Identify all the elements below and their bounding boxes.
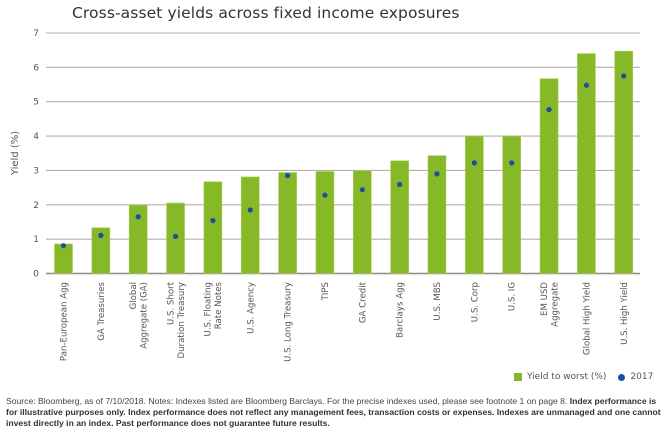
x-tick-label: GA Treasuries: [97, 281, 107, 340]
bar-yield-to-worst: [427, 155, 447, 274]
x-tick-label-line: Aggregate (GA): [139, 282, 149, 349]
y-tick-label: 5: [33, 98, 39, 108]
x-tick-label: U.S. Long Treasury: [284, 282, 294, 362]
x-tick-label-line: U.S. Floating: [204, 282, 214, 336]
x-tick-label: U.S. Corp: [470, 282, 480, 322]
dot-2017: [583, 82, 590, 88]
y-tick-label: 7: [33, 29, 39, 39]
bar-yield-to-worst: [91, 227, 111, 274]
x-tick-label-line: GA Treasuries: [97, 281, 107, 340]
y-tick-label: 3: [33, 166, 39, 176]
x-tick-label: U.S. FloatingRate Notes: [204, 281, 225, 336]
footnote: Source: Bloomberg, as of 7/10/2018. Note…: [6, 396, 661, 429]
x-tick-label-line: Barclays Agg: [396, 282, 406, 338]
legend: Yield to worst (%) 2017: [514, 372, 663, 382]
y-tick-label: 6: [33, 63, 39, 73]
bar-yield-to-worst: [539, 78, 559, 274]
bar-yield-to-worst: [577, 53, 596, 274]
bar-yield-to-worst: [128, 204, 148, 274]
bar-yield-to-worst: [240, 176, 260, 274]
x-tick-label-line: Global High Yield: [582, 282, 592, 355]
legend-label-2017: 2017: [630, 372, 654, 382]
x-tick-label: GlobalAggregate (GA): [129, 282, 150, 349]
dot-2017: [509, 160, 515, 166]
x-tick-label: U.S. High Yield: [620, 282, 630, 345]
y-tick-label: 2: [33, 201, 39, 211]
x-tick-label-line: U.S. High Yield: [620, 282, 630, 345]
y-tick-label: 4: [33, 132, 39, 142]
x-tick-label: Pan-European Agg: [60, 282, 70, 361]
x-tick-label: U.S. ShortDuration Treasury: [166, 281, 187, 358]
x-tick-label: Global High Yield: [582, 282, 592, 355]
bar-yield-to-worst: [352, 170, 372, 274]
dot-2017: [322, 192, 328, 198]
x-tick-label: Barclays Agg: [396, 282, 406, 338]
dot-2017: [359, 187, 365, 193]
bar-yield-to-worst: [278, 172, 297, 274]
x-tick-label-line: GA Credit: [358, 281, 368, 323]
legend-item-2017: 2017: [618, 372, 653, 382]
x-tick-label: U.S. MBS: [433, 282, 443, 321]
legend-label-yield: Yield to worst (%): [527, 372, 607, 382]
chart-plot: 0 1 2 3 4 5 6 7 Pan-European Agg GA Treasuries Gl…: [10, 29, 640, 362]
dot-2017: [546, 107, 552, 113]
dot-2017: [60, 243, 67, 249]
x-tick-label-line: Global: [129, 282, 139, 309]
dot-2017: [471, 160, 477, 166]
x-tick-label-line: Aggregate: [550, 282, 560, 327]
x-tick-label-line: Rate Notes: [214, 281, 224, 329]
y-tick-label: 1: [33, 235, 39, 245]
legend-item-yield: Yield to worst (%): [514, 372, 606, 382]
x-tick-label-line: U.S. Long Treasury: [284, 282, 294, 362]
footnote-disclaimer: Index performance is for illustrative pu…: [6, 396, 661, 428]
x-tick-label-line: Pan-European Agg: [60, 282, 70, 361]
dot-2017: [621, 73, 627, 79]
x-tick-label: EM USDAggregate: [540, 282, 561, 327]
y-axis-label: Yield (%): [10, 131, 21, 176]
dot-2017: [210, 217, 216, 224]
x-tick-label: GA Credit: [358, 281, 368, 323]
dot-2017: [135, 214, 141, 220]
dot-2017: [285, 172, 291, 179]
x-tick-label-line: U.S. Short: [166, 281, 176, 325]
bar-yield-to-worst: [390, 160, 409, 274]
dot-2017: [98, 232, 104, 238]
footnote-source: Source: Bloomberg, as of 7/10/2018. Note…: [6, 396, 570, 406]
bar-yield-to-worst: [614, 50, 634, 274]
x-tick-label-line: U.S. Agency: [246, 282, 256, 334]
bar-yield-to-worst: [203, 181, 223, 274]
x-tick-label-line: TIPS: [321, 282, 331, 301]
y-tick-label: 0: [33, 270, 39, 280]
bar-yield-to-worst: [502, 135, 522, 274]
bar-yield-to-worst: [315, 171, 335, 274]
x-tick-label-line: U.S. Corp: [470, 282, 480, 322]
legend-swatch-yield: [514, 373, 522, 381]
dot-2017: [434, 171, 440, 177]
dot-2017: [172, 233, 179, 239]
dot-2017: [397, 181, 403, 188]
x-tick-label-line: Duration Treasury: [177, 282, 187, 358]
x-tick-label: TIPS: [321, 282, 331, 301]
x-tick-label-line: U.S. MBS: [433, 282, 443, 321]
legend-dot-2017: [618, 373, 626, 381]
dot-2017: [247, 207, 253, 213]
x-tick-label: U.S. IG: [508, 282, 518, 311]
chart-title: Cross-asset yields across fixed income e…: [72, 4, 460, 22]
bar-yield-to-worst: [465, 135, 484, 274]
x-tick-label-line: U.S. IG: [508, 282, 518, 311]
x-tick-label: U.S. Agency: [246, 282, 256, 334]
x-tick-label-line: EM USD: [540, 282, 550, 316]
bar-yield-to-worst: [54, 243, 73, 274]
